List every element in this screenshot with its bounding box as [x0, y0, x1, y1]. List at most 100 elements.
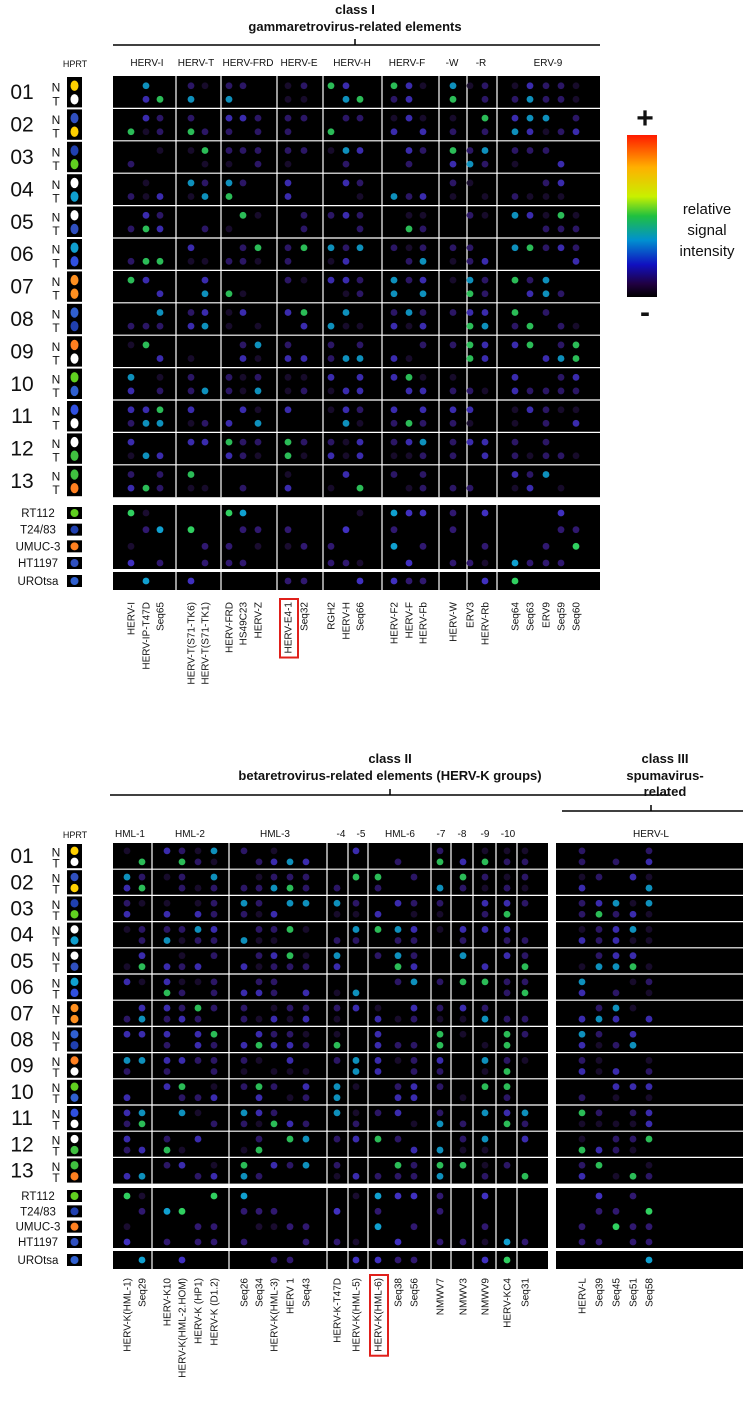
spot [333, 937, 341, 944]
spot [578, 858, 586, 866]
spot [521, 1135, 529, 1143]
spot [436, 884, 444, 892]
spot [405, 211, 413, 219]
spot [419, 276, 427, 284]
hprt-spot [70, 145, 79, 156]
spot [270, 1109, 278, 1117]
spot [284, 341, 292, 349]
spot [210, 1030, 218, 1038]
spot [511, 244, 519, 252]
hprt-spot [70, 191, 79, 202]
spot [270, 1030, 278, 1038]
spot [436, 1146, 444, 1154]
spot [178, 1109, 186, 1117]
spot [284, 82, 292, 90]
spot [629, 1238, 637, 1246]
spot [542, 290, 550, 298]
spot [187, 114, 195, 122]
spot [503, 1238, 511, 1246]
spot [163, 1068, 171, 1075]
spot [178, 873, 186, 881]
spot [240, 1057, 248, 1064]
spot [521, 1109, 529, 1117]
spot [356, 509, 364, 517]
spot [255, 1057, 263, 1064]
spot [595, 963, 603, 971]
column-label: Seq29 [138, 1278, 149, 1307]
spot [572, 406, 580, 414]
spot [612, 1094, 620, 1102]
spot [481, 1057, 489, 1064]
spot [156, 373, 164, 381]
spot [419, 471, 427, 478]
spot [645, 978, 653, 986]
column-label: HERV-E4-1 [284, 602, 295, 654]
spot [178, 1083, 186, 1091]
spot [595, 926, 603, 933]
spot [356, 406, 364, 414]
array-panel [113, 1251, 548, 1269]
spot [481, 355, 489, 362]
spot [194, 858, 202, 866]
spot [410, 1057, 418, 1064]
spot [302, 1161, 310, 1169]
spot [405, 322, 413, 330]
spot [156, 225, 164, 233]
spot [436, 899, 444, 907]
spot [394, 926, 402, 933]
sample-label: 01 [10, 81, 33, 104]
spot [466, 406, 474, 414]
column-label: ERV3 [466, 602, 477, 628]
spot [201, 559, 209, 567]
spot [194, 978, 202, 986]
spot [449, 257, 457, 265]
hprt-spot [70, 857, 79, 867]
spot [142, 225, 150, 233]
spot [629, 952, 637, 960]
spot [284, 577, 292, 585]
hprt-spot [70, 404, 79, 415]
spot [300, 577, 308, 585]
spot [270, 1004, 278, 1012]
spot [270, 1223, 278, 1231]
spot [572, 355, 580, 362]
sample-sublabel: T [52, 1118, 60, 1132]
sample-sublabel: T [52, 256, 60, 270]
hprt-spot [70, 509, 79, 517]
spot [394, 1057, 402, 1064]
spot [225, 114, 233, 122]
sample-sublabel: N [52, 113, 61, 127]
spot [374, 1015, 382, 1023]
spot [342, 276, 350, 284]
spot [645, 873, 653, 881]
spot [284, 355, 292, 362]
sample-sublabel: T [52, 321, 60, 335]
column-label: HERV-IP-T47D [142, 602, 153, 670]
spot [163, 926, 171, 933]
hprt-spot [70, 274, 79, 286]
spot [123, 1015, 131, 1023]
spot [374, 873, 382, 881]
spot [142, 406, 150, 414]
spot [286, 1161, 294, 1169]
spot [127, 387, 135, 395]
sample-sublabel: T [52, 1145, 60, 1159]
spot [187, 526, 195, 534]
spot [342, 559, 350, 567]
spot [645, 1161, 653, 1169]
spot [595, 873, 603, 881]
spot [342, 160, 350, 168]
spot [225, 82, 233, 90]
hprt-spot [70, 1172, 79, 1181]
spot [284, 179, 292, 187]
spot [390, 95, 398, 103]
spot [123, 1146, 131, 1154]
column-label: Seq31 [521, 1278, 532, 1307]
spot [178, 1256, 186, 1264]
spot [557, 406, 565, 414]
spot [503, 858, 511, 866]
spot [459, 1135, 467, 1143]
section-subtitle: spumavirus- [626, 768, 703, 783]
hprt-spot [70, 372, 79, 383]
spot [327, 355, 335, 362]
